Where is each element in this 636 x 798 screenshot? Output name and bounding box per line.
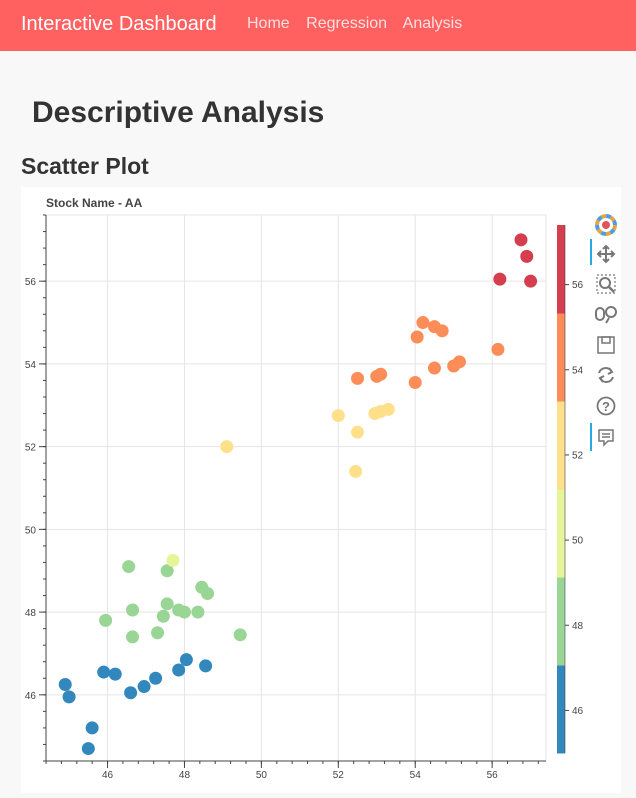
scatter-chart[interactable]: Stock Name - AA 46 48 50 52 54 56 46 48 50 52 54 56…	[21, 187, 621, 793]
help-icon[interactable]: ?	[596, 396, 616, 416]
points	[58, 233, 538, 756]
scatter-point[interactable]	[427, 361, 441, 375]
scatter-point[interactable]	[179, 653, 193, 667]
grid	[45, 214, 547, 762]
scatter-point[interactable]	[452, 355, 466, 369]
scatter-point[interactable]	[172, 663, 186, 677]
colorbar-tick-label: 50	[572, 536, 584, 547]
save-icon[interactable]	[597, 336, 615, 354]
colorbar-segment	[557, 313, 565, 402]
scatter-point[interactable]	[349, 464, 363, 478]
nav-link-analysis[interactable]: Analysis	[402, 15, 463, 32]
chart-panel: Stock Name - AA 46 48 50 52 54 56 46 48 50 52 54 56…	[21, 187, 621, 793]
nav-link-regression[interactable]: Regression	[306, 15, 388, 32]
scatter-point[interactable]	[166, 553, 180, 567]
scatter-point[interactable]	[137, 680, 151, 694]
x-tick-label: 48	[179, 770, 191, 781]
y-tick-label: 54	[25, 360, 37, 371]
scatter-point[interactable]	[156, 609, 170, 623]
scatter-point[interactable]	[97, 665, 111, 679]
scatter-point[interactable]	[177, 605, 191, 619]
x-tick-label: 50	[256, 770, 268, 781]
plot-frame	[45, 214, 547, 762]
navbar: Interactive Dashboard Home Regression An…	[0, 0, 636, 51]
scatter-point[interactable]	[58, 677, 72, 691]
y-tick-label: 52	[25, 443, 37, 454]
scatter-point[interactable]	[491, 342, 505, 356]
scatter-point[interactable]	[408, 376, 422, 390]
y-tick-label: 48	[25, 608, 37, 619]
scatter-point[interactable]	[62, 690, 76, 704]
scatter-point[interactable]	[520, 249, 534, 263]
scatter-point[interactable]	[351, 371, 365, 385]
scatter-point[interactable]	[126, 630, 140, 644]
hover-icon[interactable]	[598, 429, 614, 447]
colorbar-tick-label: 46	[572, 706, 584, 717]
scatter-point[interactable]	[381, 402, 395, 416]
navbar-brand[interactable]: Interactive Dashboard	[21, 13, 217, 35]
scatter-point[interactable]	[493, 272, 507, 286]
colorbar-tick-label: 56	[572, 280, 584, 291]
y-tick-label: 46	[25, 691, 37, 702]
colorbar-tick-label: 54	[572, 365, 584, 376]
scatter-point[interactable]	[374, 367, 388, 381]
colorbar: 46 48 50 52 54 56	[557, 225, 584, 754]
scatter-point[interactable]	[331, 409, 345, 423]
colorbar-segment	[557, 401, 565, 490]
colorbar-segment	[557, 577, 565, 666]
pan-icon[interactable]	[596, 244, 616, 264]
scatter-point[interactable]	[220, 440, 234, 454]
x-tick-label: 54	[410, 770, 422, 781]
x-tick-label: 46	[102, 770, 114, 781]
nav-links: Home Regression Analysis	[247, 15, 474, 33]
colorbar-tick-label: 48	[572, 621, 584, 632]
y-tick-label: 50	[25, 525, 37, 536]
scatter-point[interactable]	[191, 605, 205, 619]
scatter-point[interactable]	[233, 628, 247, 642]
scatter-point[interactable]	[81, 742, 95, 756]
section-title: Scatter Plot	[21, 153, 149, 179]
scatter-point[interactable]	[149, 671, 163, 685]
colorbar-segment	[557, 665, 565, 754]
scatter-point[interactable]	[160, 564, 174, 578]
scatter-point[interactable]	[126, 603, 140, 617]
x-tick-label: 56	[487, 770, 499, 781]
scatter-point[interactable]	[85, 721, 99, 735]
svg-text:?: ?	[602, 399, 610, 414]
nav-link-home[interactable]: Home	[247, 15, 290, 32]
scatter-point[interactable]	[416, 316, 430, 330]
colorbar-tick-label: 52	[572, 450, 584, 461]
scatter-point[interactable]	[124, 686, 138, 700]
axes: 46 48 50 52 54 56 46 48 50 52 54 56	[25, 214, 546, 781]
scatter-point[interactable]	[99, 613, 113, 627]
y-tick-label: 56	[25, 277, 37, 288]
toolbar: ?	[590, 214, 617, 451]
scatter-point[interactable]	[435, 324, 449, 338]
scatter-point[interactable]	[122, 560, 136, 574]
scatter-point[interactable]	[351, 425, 365, 439]
wheel-zoom-icon[interactable]	[595, 306, 617, 324]
scatter-point[interactable]	[108, 667, 122, 681]
scatter-point[interactable]	[199, 659, 213, 673]
colorbar-segment	[557, 225, 565, 314]
scatter-point[interactable]	[410, 330, 424, 344]
bokeh-logo-icon[interactable]	[595, 214, 617, 236]
scatter-point[interactable]	[524, 274, 538, 288]
box-zoom-icon[interactable]	[596, 274, 616, 294]
page-title: Descriptive Analysis	[32, 96, 325, 129]
x-tick-label: 52	[333, 770, 345, 781]
scatter-point[interactable]	[151, 626, 165, 640]
chart-title: Stock Name - AA	[46, 196, 143, 210]
scatter-point[interactable]	[514, 233, 528, 247]
reset-icon[interactable]	[598, 367, 614, 383]
scatter-point[interactable]	[201, 586, 215, 600]
colorbar-segment	[557, 489, 565, 578]
scatter-point[interactable]	[160, 597, 174, 611]
